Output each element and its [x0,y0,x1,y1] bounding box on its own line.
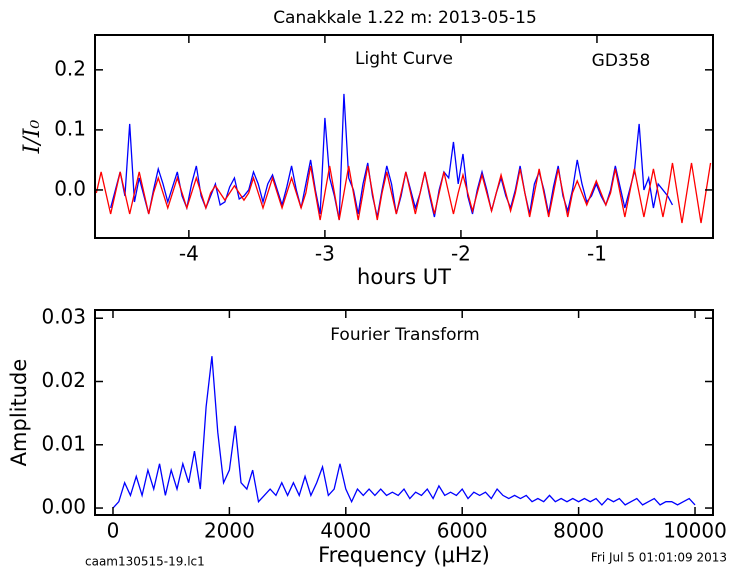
y-tick-label: 0.2 [54,56,86,80]
annotation: GD358 [592,51,651,71]
chart-title: Canakkale 1.22 m: 2013-05-15 [273,8,537,28]
plot-frame [94,309,714,516]
plot-frame [94,34,714,239]
x-tick-label: -2 [451,242,471,266]
x-tick-label: -3 [315,242,335,266]
x-tick-label: 0 [107,519,120,543]
data-line [112,356,696,509]
y-tick-label: 0.0 [54,176,86,200]
x-tick-label: -4 [179,242,199,266]
annotation: Light Curve [355,49,453,69]
x-axis-label: Frequency (μHz) [318,543,490,567]
x-tick-label: 4000 [320,519,371,543]
y-tick-label: 0.01 [41,431,86,455]
data-line [95,162,712,224]
timestamp: Fri Jul 5 01:01:09 2013 [591,551,727,565]
annotation: Fourier Transform [330,325,479,345]
x-tick-label: -1 [587,242,607,266]
x-tick-label: 2000 [204,519,255,543]
file-name: caam130515-19.lc1 [85,555,205,569]
y-tick-label: 0.00 [41,495,86,519]
y-axis-label: Amplitude [7,359,31,467]
x-tick-label: 10000 [663,519,727,543]
x-tick-label: 8000 [553,519,604,543]
y-tick-label: 0.1 [54,116,86,140]
y-tick-label: 0.02 [41,368,86,392]
x-tick-label: 6000 [437,519,488,543]
x-axis-label: hours UT [357,265,451,289]
y-tick-label: 0.03 [41,305,86,329]
y-axis-label: I/I₀ [20,120,45,155]
